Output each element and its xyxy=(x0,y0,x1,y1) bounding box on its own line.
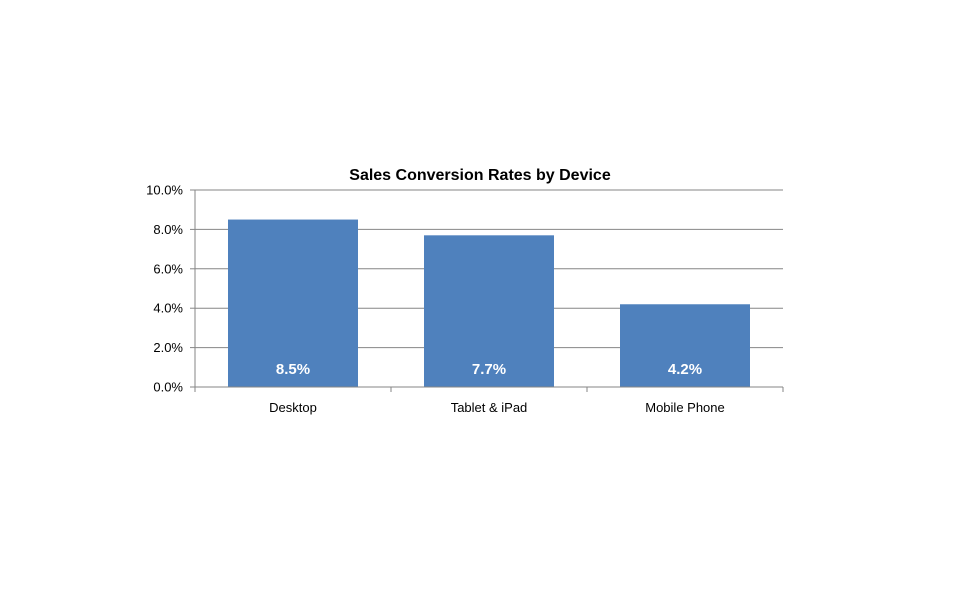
data-label: 7.7% xyxy=(472,361,506,378)
data-label: 8.5% xyxy=(276,361,310,378)
bar xyxy=(424,235,554,387)
chart-title: Sales Conversion Rates by Device xyxy=(349,167,611,184)
data-label: 4.2% xyxy=(668,361,702,378)
category-label: Desktop xyxy=(269,400,317,415)
category-label: Mobile Phone xyxy=(645,400,725,415)
y-tick-label: 8.0% xyxy=(153,222,183,237)
y-tick-label: 6.0% xyxy=(153,261,183,276)
y-tick-label: 0.0% xyxy=(153,380,183,395)
y-tick-label: 10.0% xyxy=(146,183,183,198)
category-label: Tablet & iPad xyxy=(451,400,528,415)
y-tick-label: 4.0% xyxy=(153,301,183,316)
bar xyxy=(228,219,358,387)
y-axis-ticks: 0.0% 2.0% 4.0% 6.0% 8.0% 10.0% xyxy=(146,183,183,395)
y-tick-label: 2.0% xyxy=(153,340,183,355)
x-axis-categories: Desktop Tablet & iPad Mobile Phone xyxy=(269,400,725,415)
bar xyxy=(620,304,750,387)
axes xyxy=(190,189,784,392)
bars xyxy=(228,219,750,387)
data-labels: 8.5% 7.7% 4.2% xyxy=(276,361,702,378)
